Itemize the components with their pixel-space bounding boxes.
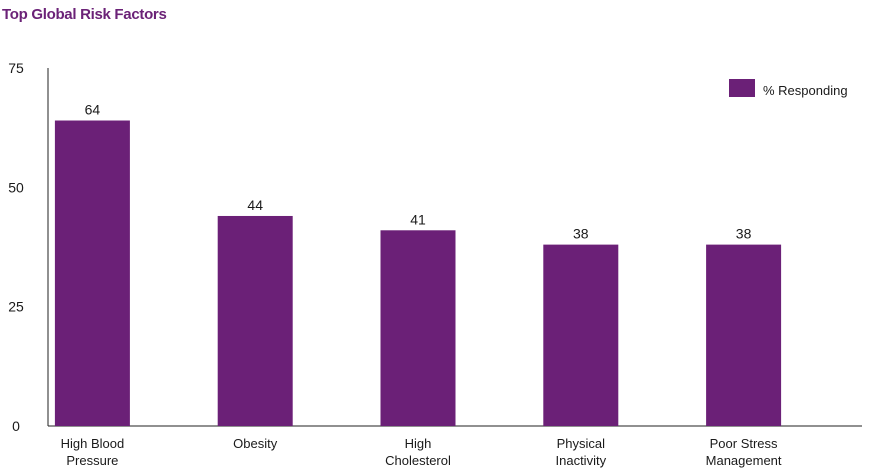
bar (54, 120, 130, 427)
legend-label: % Responding (763, 83, 848, 98)
y-tick-label: 75 (8, 60, 24, 76)
data-labels: 64 44 41 38 38 (85, 102, 752, 242)
axes: 0 25 50 75 High Blood Pressure Obesity High Chol… (8, 60, 862, 468)
y-tick-label: 0 (12, 418, 20, 434)
data-label: 64 (85, 102, 101, 118)
bar (380, 230, 456, 426)
bars (54, 120, 782, 427)
y-tick-label: 25 (8, 299, 24, 315)
data-label: 41 (410, 211, 426, 227)
chart-title: Top Global Risk Factors (2, 6, 167, 23)
bar (217, 215, 293, 426)
data-label: 44 (247, 197, 263, 213)
x-tick-label: High Blood Pressure (61, 436, 125, 468)
x-tick-label: Physical Inactivity (556, 436, 607, 468)
legend: % Responding (729, 79, 848, 98)
data-label: 38 (736, 226, 752, 242)
data-label: 38 (573, 226, 589, 242)
legend-swatch (729, 79, 755, 97)
x-tick-label: Obesity (233, 436, 278, 451)
bar (706, 244, 782, 426)
bar (543, 244, 619, 426)
x-tick-label: High Cholesterol (385, 436, 451, 468)
x-tick-label: Poor Stress Management (706, 436, 782, 468)
y-tick-label: 50 (8, 179, 24, 195)
